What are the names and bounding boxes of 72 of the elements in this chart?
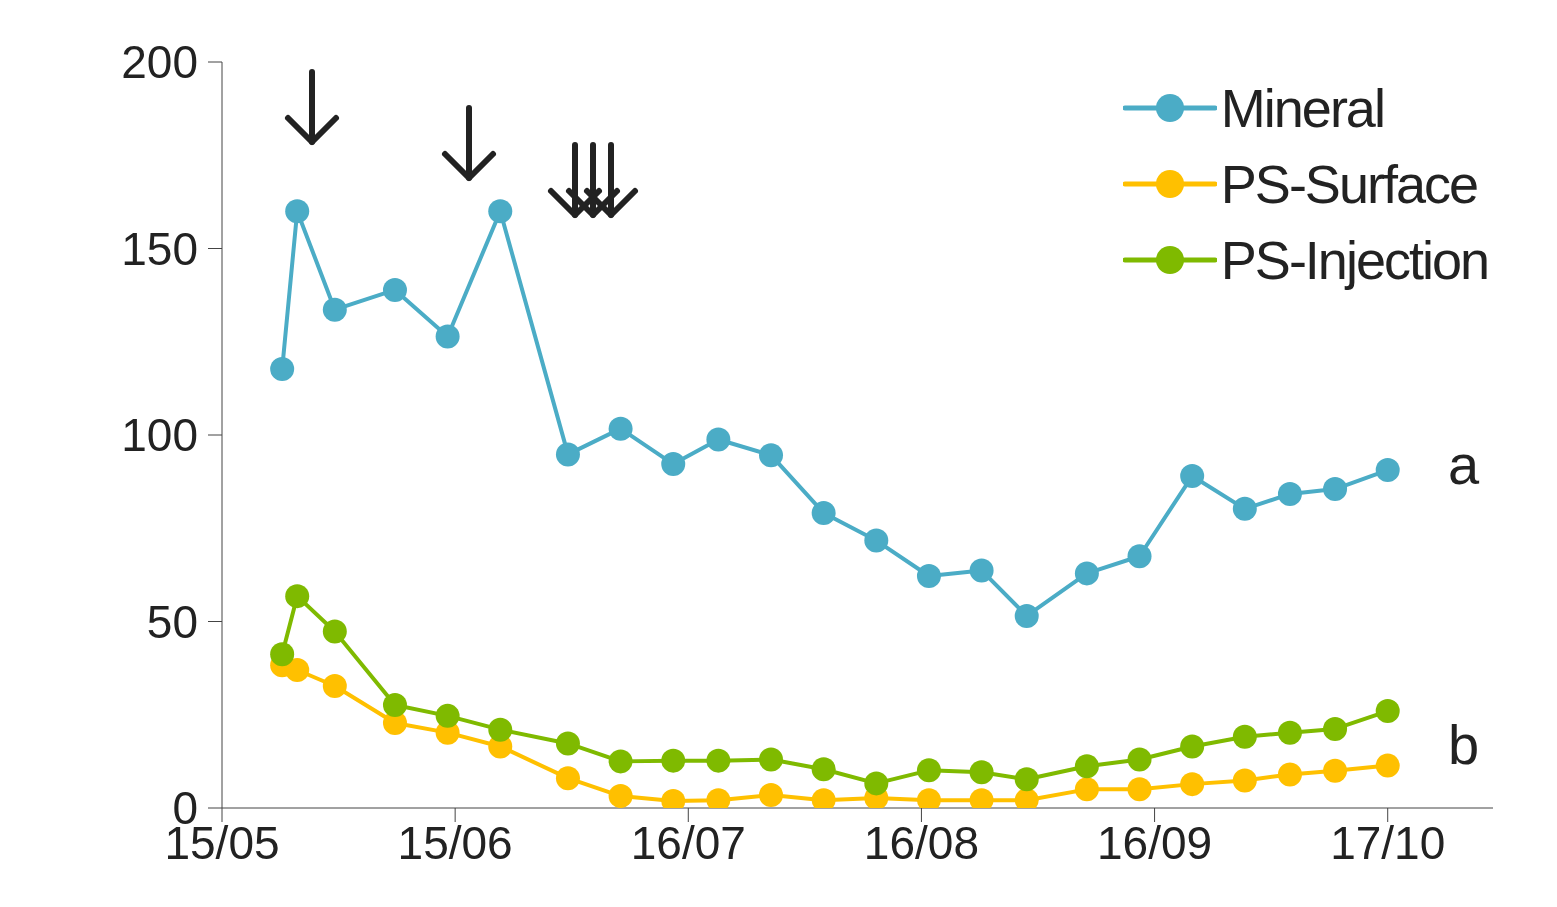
point	[916, 758, 941, 783]
point	[1127, 777, 1152, 802]
legend-label: PS-Injection	[1220, 229, 1488, 291]
point	[555, 731, 580, 756]
point	[270, 642, 295, 667]
point	[916, 563, 941, 588]
point	[706, 427, 731, 452]
point	[759, 782, 784, 807]
point	[706, 748, 731, 773]
point	[661, 748, 686, 773]
x-tick-label: 15/06	[397, 816, 513, 869]
annotation: a	[1448, 433, 1480, 497]
legend-label: Mineral	[1220, 77, 1384, 139]
point	[1375, 458, 1400, 483]
point	[1014, 767, 1039, 792]
y-tick-label: 50	[146, 595, 198, 648]
point	[285, 657, 310, 682]
point	[1074, 777, 1099, 802]
y-tick-label: 100	[121, 409, 198, 462]
point	[811, 757, 836, 782]
point	[608, 784, 633, 808]
point	[1375, 699, 1400, 724]
point	[488, 199, 513, 224]
point	[1277, 481, 1302, 506]
point	[969, 558, 994, 583]
point	[1323, 477, 1348, 502]
point	[382, 277, 407, 302]
point	[1180, 772, 1205, 797]
point	[1323, 716, 1348, 741]
point	[1074, 754, 1099, 779]
point	[1014, 603, 1039, 628]
point	[1180, 734, 1205, 759]
point	[1375, 753, 1400, 778]
point	[1277, 762, 1302, 787]
legend-label: PS-Surface	[1220, 153, 1477, 215]
point	[435, 703, 460, 728]
x-tick-label: 16/08	[863, 816, 979, 869]
point	[322, 674, 347, 699]
point	[270, 356, 295, 381]
x-tick-label: 17/10	[1330, 816, 1446, 869]
point	[1232, 496, 1257, 521]
point	[608, 749, 633, 774]
point	[864, 528, 889, 553]
point	[1232, 724, 1257, 749]
point	[811, 500, 836, 525]
point	[1127, 544, 1152, 569]
point	[382, 693, 407, 718]
point	[1127, 747, 1152, 772]
point	[759, 747, 784, 772]
point	[1074, 561, 1099, 586]
y-tick-label: 150	[121, 222, 198, 275]
point	[322, 297, 347, 322]
point	[555, 766, 580, 791]
point	[488, 717, 513, 742]
point	[969, 760, 994, 785]
point	[661, 452, 686, 477]
x-tick-label: 16/07	[630, 816, 746, 869]
point	[322, 619, 347, 644]
y-tick-label: 200	[121, 36, 198, 89]
point	[608, 416, 633, 441]
point	[1232, 768, 1257, 793]
point	[435, 324, 460, 349]
point	[555, 442, 580, 467]
point	[759, 443, 784, 468]
x-tick-label: 16/09	[1097, 816, 1213, 869]
point	[1180, 464, 1205, 489]
point	[864, 771, 889, 796]
annotation: b	[1448, 713, 1480, 777]
point	[1323, 758, 1348, 783]
point	[285, 584, 310, 609]
point	[1277, 720, 1302, 745]
point	[285, 199, 310, 224]
